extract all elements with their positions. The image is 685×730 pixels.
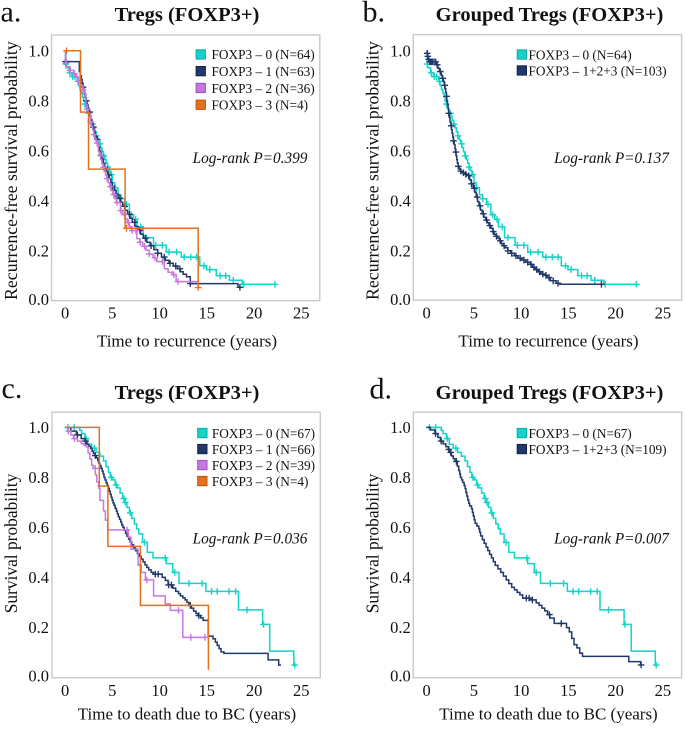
svg-text:0.4: 0.4 <box>390 192 411 211</box>
svg-text:FOXP3 – 1 (N=63): FOXP3 – 1 (N=63) <box>212 64 315 79</box>
svg-text:25: 25 <box>293 681 310 700</box>
svg-text:0.4: 0.4 <box>28 568 49 587</box>
svg-text:Log-rank P=0.036: Log-rank P=0.036 <box>192 531 308 548</box>
svg-text:0.4: 0.4 <box>390 568 411 587</box>
svg-text:0: 0 <box>61 304 69 323</box>
svg-text:Survival probability: Survival probability <box>1 473 21 613</box>
svg-text:20: 20 <box>246 304 263 323</box>
svg-text:0.8: 0.8 <box>28 468 49 487</box>
svg-text:Grouped Tregs (FOXP3+): Grouped Tregs (FOXP3+) <box>436 4 664 26</box>
svg-text:Recurrence-free survival proba: Recurrence-free survival probability <box>363 41 383 300</box>
svg-text:0.8: 0.8 <box>390 92 411 111</box>
svg-text:0.2: 0.2 <box>28 242 49 261</box>
svg-text:0.2: 0.2 <box>390 618 411 637</box>
svg-text:0.6: 0.6 <box>28 518 49 537</box>
svg-text:Time to recurrence (years): Time to recurrence (years) <box>458 332 638 351</box>
svg-text:15: 15 <box>199 304 216 323</box>
svg-text:FOXP3 – 0 (N=64): FOXP3 – 0 (N=64) <box>529 47 632 62</box>
svg-text:0.6: 0.6 <box>390 518 411 537</box>
svg-text:0: 0 <box>422 304 430 323</box>
svg-text:25: 25 <box>293 304 310 323</box>
svg-text:c.: c. <box>2 372 23 405</box>
svg-text:0.0: 0.0 <box>390 667 411 686</box>
svg-text:1.0: 1.0 <box>390 418 411 437</box>
svg-text:Log-rank P=0.007: Log-rank P=0.007 <box>553 531 670 548</box>
svg-text:5: 5 <box>108 304 116 323</box>
svg-text:20: 20 <box>246 681 263 700</box>
svg-text:Time to recurrence (years): Time to recurrence (years) <box>97 332 277 351</box>
svg-text:1.0: 1.0 <box>28 42 49 61</box>
svg-text:Grouped Tregs (FOXP3+): Grouped Tregs (FOXP3+) <box>436 382 664 404</box>
svg-text:15: 15 <box>199 681 216 700</box>
svg-text:FOXP3 – 0 (N=67): FOXP3 – 0 (N=67) <box>529 426 632 441</box>
svg-text:0.6: 0.6 <box>390 142 411 161</box>
svg-text:0.2: 0.2 <box>28 618 49 637</box>
svg-text:0.0: 0.0 <box>28 290 49 309</box>
svg-text:0.6: 0.6 <box>28 142 49 161</box>
svg-text:10: 10 <box>513 681 530 700</box>
svg-text:FOXP3 – 2 (N=39): FOXP3 – 2 (N=39) <box>212 458 315 473</box>
svg-text:Log-rank P=0.399: Log-rank P=0.399 <box>192 150 308 167</box>
svg-text:0.4: 0.4 <box>28 192 49 211</box>
svg-text:Recurrence-free survival proba: Recurrence-free survival probability <box>1 41 21 300</box>
svg-text:1.0: 1.0 <box>28 418 49 437</box>
svg-text:Log-rank P=0.137: Log-rank P=0.137 <box>553 150 670 167</box>
svg-text:10: 10 <box>151 681 168 700</box>
svg-text:Time to death due to BC (years: Time to death due to BC (years) <box>439 705 657 724</box>
svg-text:5: 5 <box>108 681 116 700</box>
svg-text:0.8: 0.8 <box>28 92 49 111</box>
svg-text:0: 0 <box>61 681 69 700</box>
svg-text:15: 15 <box>560 681 577 700</box>
svg-text:0.0: 0.0 <box>28 667 49 686</box>
svg-text:Tregs (FOXP3+): Tregs (FOXP3+) <box>115 4 260 26</box>
svg-text:1.0: 1.0 <box>390 42 411 61</box>
svg-text:5: 5 <box>470 304 478 323</box>
svg-text:a.: a. <box>1 0 22 29</box>
svg-text:15: 15 <box>560 304 577 323</box>
svg-text:0.0: 0.0 <box>390 290 411 309</box>
svg-text:0.2: 0.2 <box>390 242 411 261</box>
svg-text:d.: d. <box>370 373 393 406</box>
svg-text:FOXP3 – 1 (N=66): FOXP3 – 1 (N=66) <box>212 442 315 457</box>
svg-text:Survival probability: Survival probability <box>363 473 383 613</box>
svg-text:25: 25 <box>655 304 672 323</box>
svg-text:FOXP3 – 3 (N=4): FOXP3 – 3 (N=4) <box>212 474 309 489</box>
svg-text:5: 5 <box>470 681 478 700</box>
svg-text:10: 10 <box>513 304 530 323</box>
svg-text:25: 25 <box>655 681 672 700</box>
svg-text:0: 0 <box>422 681 430 700</box>
svg-text:FOXP3 – 3 (N=4): FOXP3 – 3 (N=4) <box>212 98 309 113</box>
svg-text:0.8: 0.8 <box>390 468 411 487</box>
svg-text:20: 20 <box>607 681 624 700</box>
svg-text:b.: b. <box>363 0 386 29</box>
svg-text:FOXP3 – 1+2+3 (N=103): FOXP3 – 1+2+3 (N=103) <box>529 63 667 78</box>
svg-text:FOXP3 – 0 (N=64): FOXP3 – 0 (N=64) <box>212 47 315 62</box>
svg-text:Tregs (FOXP3+): Tregs (FOXP3+) <box>115 382 260 404</box>
svg-text:Time to death due to BC (years: Time to death due to BC (years) <box>78 705 296 724</box>
svg-text:FOXP3 – 1+2+3 (N=109): FOXP3 – 1+2+3 (N=109) <box>529 442 667 457</box>
svg-text:FOXP3 – 2 (N=36): FOXP3 – 2 (N=36) <box>212 81 315 96</box>
svg-text:FOXP3 – 0 (N=67): FOXP3 – 0 (N=67) <box>212 426 315 441</box>
svg-text:20: 20 <box>607 304 624 323</box>
svg-text:10: 10 <box>151 304 168 323</box>
